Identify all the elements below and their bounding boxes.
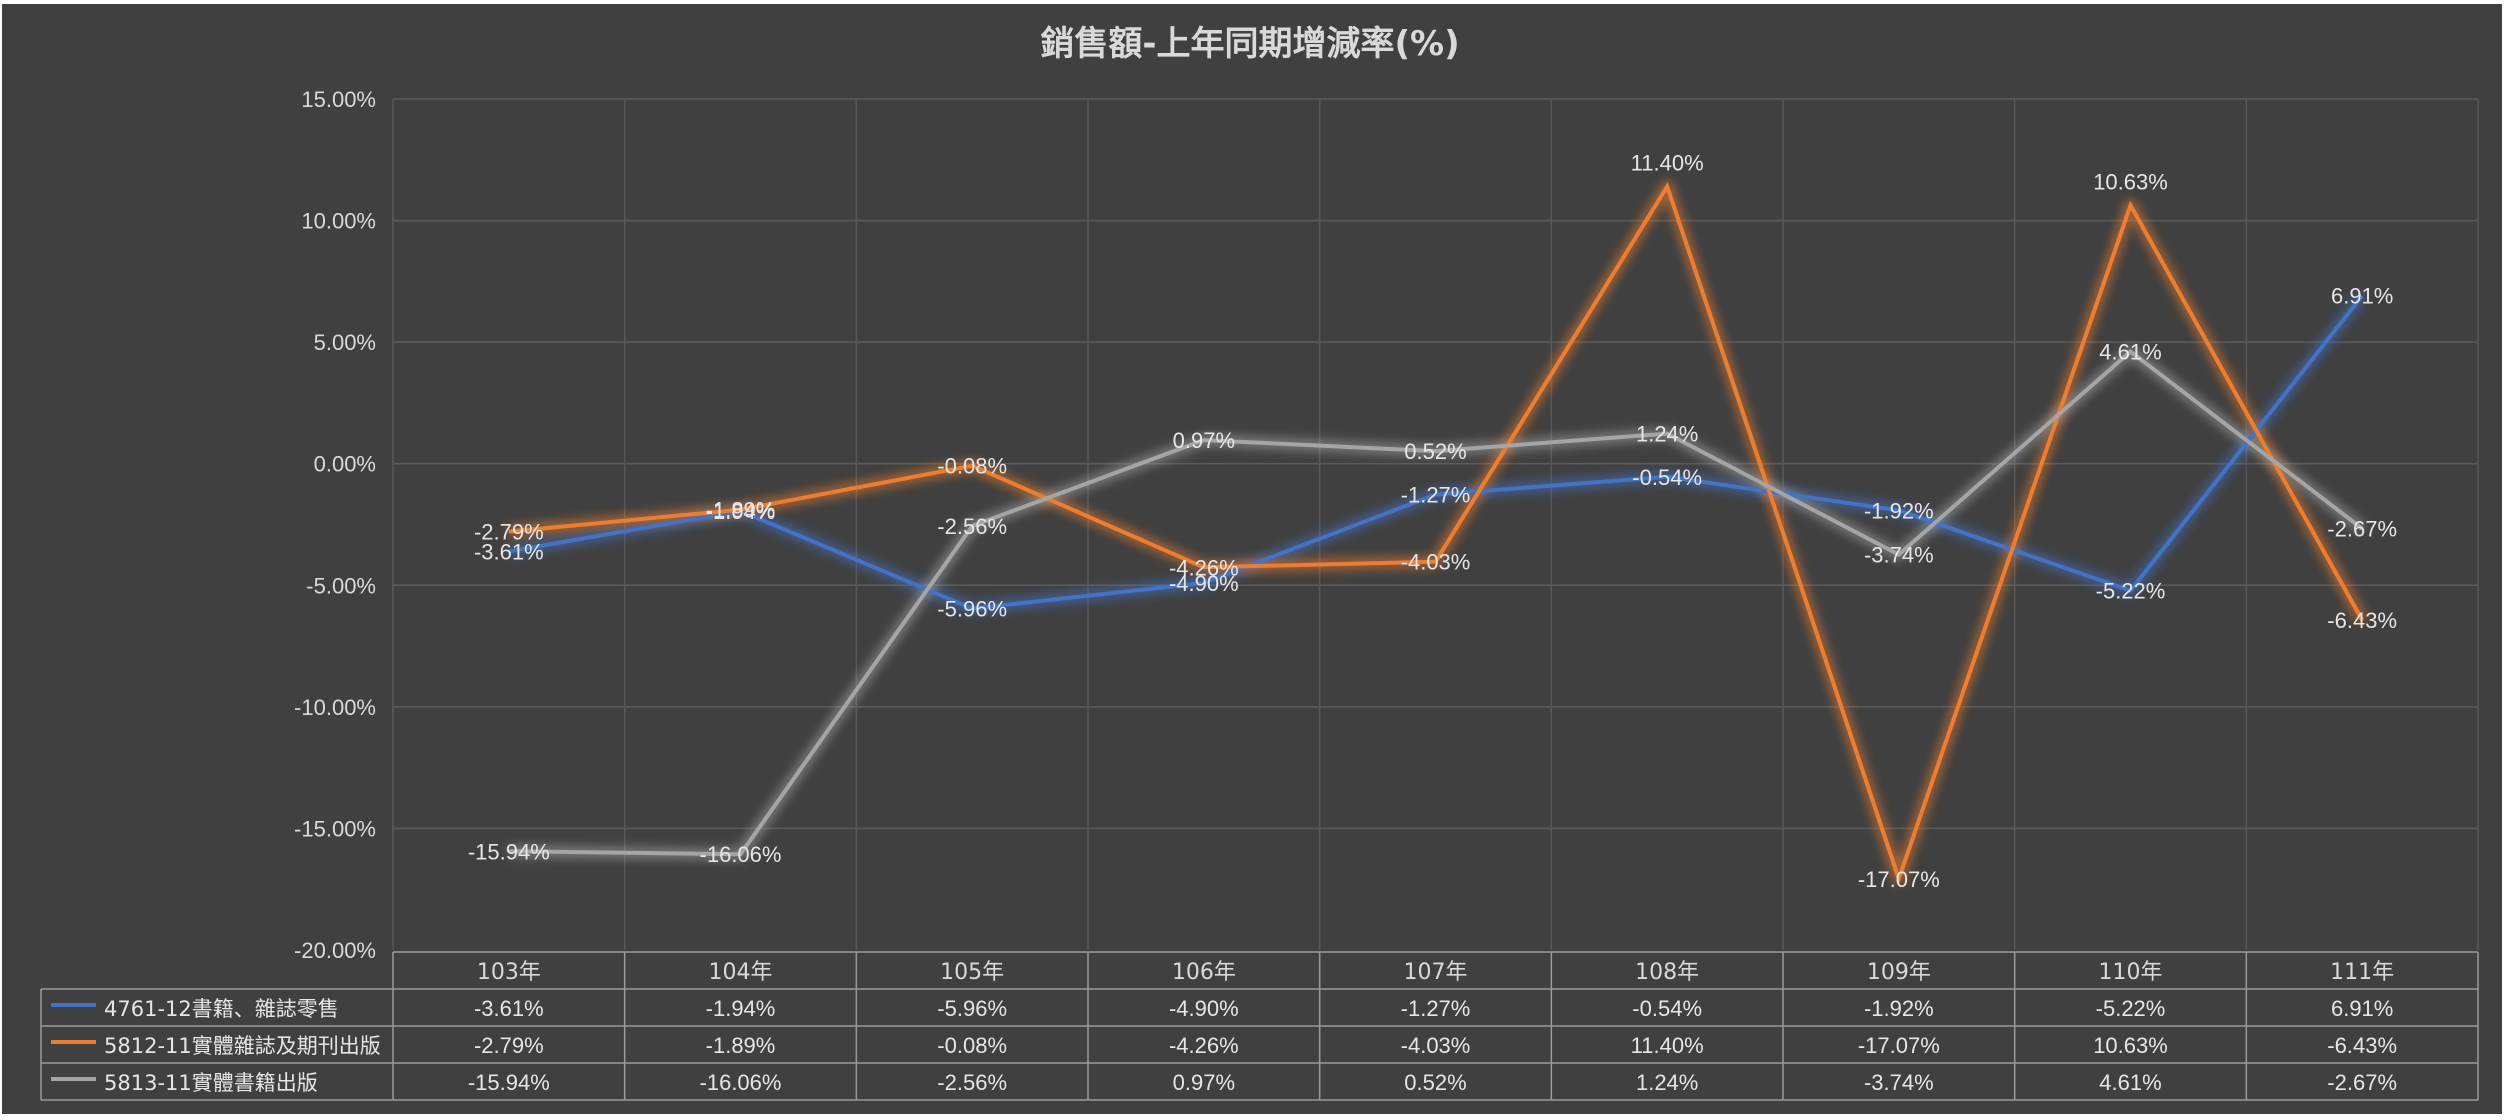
data-label: -6.43%	[2327, 608, 2397, 633]
table-cell: -17.07%	[1858, 1033, 1940, 1058]
legend-label: 5812-11實體雜誌及期刊出版	[104, 1034, 381, 1058]
table-cell: -15.94%	[468, 1070, 550, 1095]
y-tick-label: -15.00%	[294, 816, 376, 841]
data-label: -2.79%	[474, 520, 544, 545]
data-label: -16.06%	[700, 842, 782, 867]
table-cell: -3.61%	[474, 996, 544, 1021]
table-cell: -5.22%	[2096, 996, 2166, 1021]
x-tick-label: 106年	[1172, 960, 1236, 985]
table-cell: -6.43%	[2327, 1033, 2397, 1058]
table-cell: -2.56%	[937, 1070, 1007, 1095]
x-tick-label: 109年	[1867, 960, 1931, 985]
data-label: -3.61%	[474, 539, 544, 564]
table-cell: 6.91%	[2331, 996, 2393, 1021]
data-labels: -15.94% -16.06% -2.56% 0.97% 0.52% 1.24% -3.74…	[468, 151, 2397, 892]
data-label: -3.74%	[1864, 543, 1934, 568]
table-cell: -16.06%	[700, 1070, 782, 1095]
x-tick-label: 111年	[2330, 960, 2394, 985]
data-label: -5.22%	[2096, 579, 2166, 604]
data-label: -17.07%	[1858, 867, 1940, 892]
data-label: -4.90%	[1169, 571, 1239, 596]
table-cell: -2.67%	[2327, 1070, 2397, 1095]
x-tick-label: 108年	[1635, 960, 1699, 985]
data-label: 6.91%	[2331, 284, 2393, 309]
y-axis: 15.00% 10.00% 5.00% 0.00% -5.00% -10.00% -15.0…	[294, 87, 376, 963]
series-line-3	[508, 349, 2364, 857]
data-label: -1.27%	[1401, 483, 1471, 508]
data-label: -2.67%	[2327, 517, 2397, 542]
data-label: -4.26%	[1169, 555, 1239, 580]
x-tick-label: 110年	[2099, 960, 2163, 985]
table-cell: -2.79%	[474, 1033, 544, 1058]
data-label: -1.94%	[706, 499, 776, 524]
table-cell: 0.97%	[1173, 1070, 1235, 1095]
table-cell: -1.89%	[706, 1033, 776, 1058]
legend-label: 4761-12書籍、雜誌零售	[104, 997, 339, 1021]
table-cell: -4.03%	[1401, 1033, 1471, 1058]
data-label: -1.92%	[1864, 498, 1934, 523]
y-tick-label: 0.00%	[314, 452, 376, 477]
y-tick-label: -5.00%	[306, 573, 376, 598]
data-label: -5.96%	[937, 597, 1007, 622]
table-cell: -1.92%	[1864, 996, 1934, 1021]
table-cell: -5.96%	[937, 996, 1007, 1021]
data-label: -4.03%	[1401, 550, 1471, 575]
line-chart: 銷售額-上年同期增減率(%) 15.00% 10.00% 5.00% 0.00% -5.…	[40, 24, 2479, 1101]
data-label: 0.97%	[1173, 428, 1235, 453]
data-label: -1.89%	[706, 498, 776, 523]
data-label: -15.94%	[468, 839, 550, 864]
table-cell: -0.54%	[1632, 996, 1702, 1021]
table-cell: -4.90%	[1169, 996, 1239, 1021]
series-lines	[508, 181, 2364, 886]
series-line-1	[508, 294, 2364, 611]
y-tick-label: -10.00%	[294, 695, 376, 720]
data-label: 10.63%	[2093, 169, 2168, 194]
grid	[392, 98, 2479, 950]
data-label: -0.08%	[937, 454, 1007, 479]
table-cell: 1.24%	[1636, 1070, 1698, 1095]
x-tick-label: 107年	[1404, 960, 1468, 985]
table-cell: -3.74%	[1864, 1070, 1934, 1095]
data-label: -2.56%	[937, 514, 1007, 539]
table-cell: 11.40%	[1631, 1033, 1704, 1058]
table-cell: 10.63%	[2093, 1033, 2168, 1058]
series-glow	[507, 180, 2368, 885]
data-label: -0.54%	[1632, 465, 1702, 490]
table-cell: 4.61%	[2099, 1070, 2161, 1095]
data-label: 1.24%	[1636, 422, 1698, 447]
data-table: 103年 104年 105年 106年 107年 108年 109年 110年 111年 4761…	[40, 951, 2479, 1101]
series-line-2	[508, 181, 2364, 886]
table-cell: -1.94%	[706, 996, 776, 1021]
table-cell: 0.52%	[1404, 1070, 1466, 1095]
data-label: 4.61%	[2099, 340, 2161, 365]
x-tick-label: 104年	[709, 960, 773, 985]
y-tick-label: 15.00%	[301, 87, 376, 112]
series-glow-3	[508, 345, 2366, 861]
x-tick-label: 105年	[940, 960, 1004, 985]
chart-title: 銷售額-上年同期增減率(%)	[1040, 24, 1459, 64]
table-cell: -1.27%	[1401, 996, 1471, 1021]
table-cell: -0.08%	[937, 1033, 1007, 1058]
data-label: 0.52%	[1404, 439, 1466, 464]
legend-label: 5813-11實體書籍出版	[104, 1071, 318, 1095]
x-tick-label: 103年	[477, 960, 541, 985]
chart-area: 銷售額-上年同期增減率(%) 15.00% 10.00% 5.00% 0.00% -5.…	[2, 4, 2502, 1114]
data-label: 11.40%	[1631, 151, 1704, 176]
table-cell: -4.26%	[1169, 1033, 1239, 1058]
y-tick-label: 10.00%	[301, 209, 376, 234]
y-tick-label: -20.00%	[294, 938, 376, 963]
y-tick-label: 5.00%	[314, 330, 376, 355]
